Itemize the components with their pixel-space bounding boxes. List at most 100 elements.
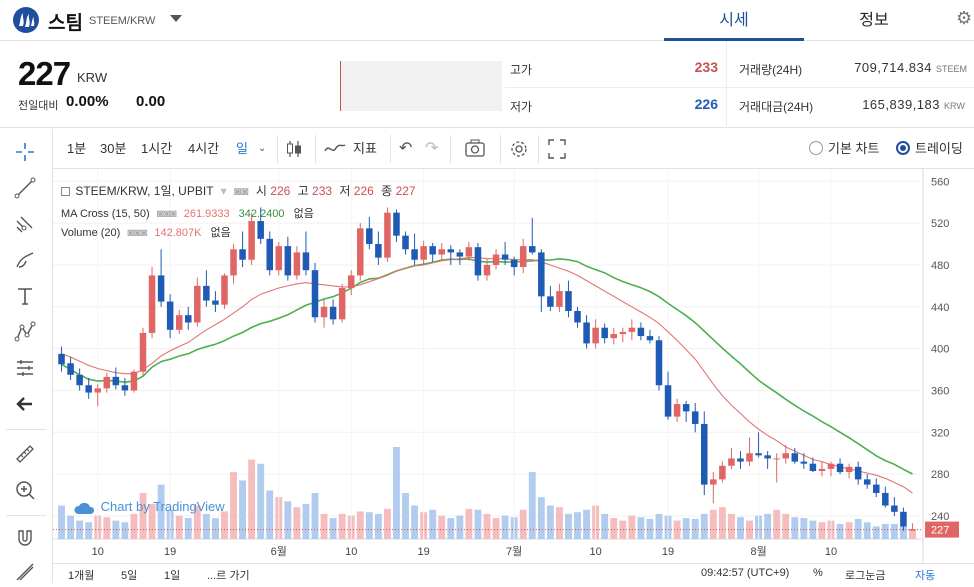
volume-bar xyxy=(483,513,491,539)
candle-body xyxy=(112,376,120,386)
visibility-icon[interactable]: ◙◙ xyxy=(234,184,249,198)
price-chart[interactable]: 560 520 480 440 400 360 320 280 240 10 19 6월 10 19 7월 1… xyxy=(53,169,974,563)
volume-bar xyxy=(872,526,880,539)
volume-bar xyxy=(899,525,907,539)
volume-bar xyxy=(718,507,726,539)
mini-chart-line xyxy=(340,61,341,111)
interval-1h[interactable]: 1시간 xyxy=(141,141,173,156)
volume-bar xyxy=(438,515,446,539)
volume-bar xyxy=(528,472,536,539)
chevron-down-icon[interactable]: ⌄ xyxy=(258,143,267,154)
volume-bar xyxy=(193,505,201,539)
volume-bar xyxy=(356,511,364,539)
amount-unit: KRW xyxy=(944,101,965,111)
candle-body xyxy=(800,461,808,464)
camera-icon[interactable] xyxy=(464,129,486,169)
volume-value: 142.807K xyxy=(154,227,202,239)
tab-info[interactable]: 정보 xyxy=(859,12,889,29)
undo-icon[interactable]: ↶ xyxy=(399,140,413,157)
volume-bar xyxy=(112,520,120,539)
eraser-icon[interactable] xyxy=(10,557,40,587)
redo-icon[interactable]: ↷ xyxy=(425,140,439,157)
candle-body xyxy=(619,331,627,334)
candle-body xyxy=(854,466,862,480)
candle-body xyxy=(465,247,473,257)
auto-scale-toggle[interactable]: 자동 xyxy=(915,570,936,582)
tradingview-radio[interactable] xyxy=(896,141,910,155)
interval-4h[interactable]: 4시간 xyxy=(188,141,220,156)
toolbar-divider xyxy=(538,135,539,163)
indicator-buttons-icon[interactable]: ◙◙◙ xyxy=(156,208,177,220)
cloud-icon xyxy=(74,502,95,514)
candle-body xyxy=(230,249,237,276)
chevron-down-icon[interactable] xyxy=(170,15,182,22)
volume-bar xyxy=(565,513,572,539)
range-5day[interactable]: 5일 xyxy=(121,570,138,582)
volume-bar xyxy=(791,517,799,539)
candle-body xyxy=(393,212,400,236)
high-value: 233 xyxy=(694,59,718,75)
trend-line-icon[interactable] xyxy=(10,173,40,203)
basic-chart-label[interactable]: 기본 차트 xyxy=(828,141,880,156)
interval-30m[interactable]: 30분 xyxy=(100,141,127,156)
tradingview-watermark[interactable]: Chart by TradingView xyxy=(73,499,225,516)
x-tick-label: 10 xyxy=(92,546,104,558)
high-value: 233 xyxy=(312,184,333,198)
basic-chart-radio[interactable] xyxy=(809,141,823,155)
volume-bar xyxy=(365,512,373,539)
ruler-icon[interactable] xyxy=(10,439,40,469)
brush-icon[interactable] xyxy=(10,245,40,275)
settings-gear-icon[interactable] xyxy=(509,129,529,169)
gear-icon[interactable]: ⚙ xyxy=(956,8,973,28)
bottom-bar: 1개월 5일 1일 ...르 가기 09:42:57 (UTC+9) % 로그눈… xyxy=(53,563,974,583)
chevron-down-icon[interactable]: ▾ xyxy=(220,184,227,198)
candle-body xyxy=(746,453,753,462)
candle-body xyxy=(474,247,482,276)
indicators-button[interactable]: 지표 xyxy=(353,141,377,156)
measure-icon[interactable] xyxy=(10,353,40,383)
candle-body xyxy=(873,484,880,493)
candle-body xyxy=(538,252,545,297)
candle-body xyxy=(157,275,165,302)
candle-body xyxy=(438,249,445,255)
x-tick-label: 19 xyxy=(164,546,176,558)
volume-bar xyxy=(854,518,862,539)
tradingview-label[interactable]: 트레이딩뷰 xyxy=(915,141,963,196)
indicators-icon[interactable] xyxy=(323,129,347,169)
magnet-icon[interactable] xyxy=(10,523,40,553)
indicator-buttons-icon[interactable]: ◙◙◙ xyxy=(127,227,148,239)
volume-bar xyxy=(284,501,292,539)
y-tick-label: 560 xyxy=(931,176,949,188)
candle-body xyxy=(510,259,518,268)
candle-body xyxy=(175,315,183,330)
fork-icon[interactable] xyxy=(10,209,40,239)
log-scale-toggle[interactable]: 로그눈금 xyxy=(845,570,886,582)
volume-bar xyxy=(709,509,717,539)
volume-bar xyxy=(411,505,419,539)
volume-unit: STEEM xyxy=(936,64,968,74)
interval-1d[interactable]: 일 xyxy=(236,141,248,156)
range-1month[interactable]: 1개월 xyxy=(68,570,95,582)
volume-bar xyxy=(537,497,545,539)
range-1day[interactable]: 1일 xyxy=(164,570,181,582)
candle-body xyxy=(529,246,536,253)
goto-date[interactable]: ...르 가기 xyxy=(207,570,250,582)
candlestick-icon[interactable] xyxy=(285,129,303,169)
high-label: 고 xyxy=(297,184,309,198)
candle-body xyxy=(755,453,762,456)
text-icon[interactable] xyxy=(10,281,40,311)
tab-price[interactable]: 시세 xyxy=(664,0,804,41)
volume-bar xyxy=(637,517,645,539)
pattern-icon[interactable] xyxy=(10,317,40,347)
collapse-icon[interactable] xyxy=(61,187,70,197)
zoom-in-icon[interactable] xyxy=(10,475,40,505)
chart-area[interactable]: 560 520 480 440 400 360 320 280 240 10 19 6월 10 19 7월 1… xyxy=(53,169,974,583)
crosshair-icon[interactable] xyxy=(10,137,40,167)
interval-1m[interactable]: 1분 xyxy=(67,141,87,156)
percent-toggle[interactable]: % xyxy=(813,567,823,579)
arrow-left-icon[interactable] xyxy=(10,389,40,419)
candle-body xyxy=(420,246,427,260)
volume-bar xyxy=(601,513,609,539)
fullscreen-icon[interactable] xyxy=(547,129,567,169)
legend-ma-row: MA Cross (15, 50) ◙◙◙ 261.9333 342.2400 … xyxy=(61,205,314,221)
